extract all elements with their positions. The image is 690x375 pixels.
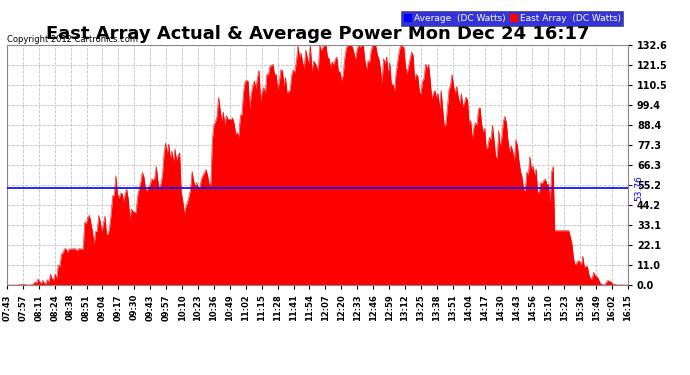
Legend: Average  (DC Watts), East Array  (DC Watts): Average (DC Watts), East Array (DC Watts… [401, 11, 623, 26]
Text: 53.76: 53.76 [634, 175, 643, 201]
Title: East Array Actual & Average Power Mon Dec 24 16:17: East Array Actual & Average Power Mon De… [46, 26, 589, 44]
Text: 53.76: 53.76 [0, 175, 1, 201]
Text: Copyright 2012 Cartronics.com: Copyright 2012 Cartronics.com [7, 35, 138, 44]
